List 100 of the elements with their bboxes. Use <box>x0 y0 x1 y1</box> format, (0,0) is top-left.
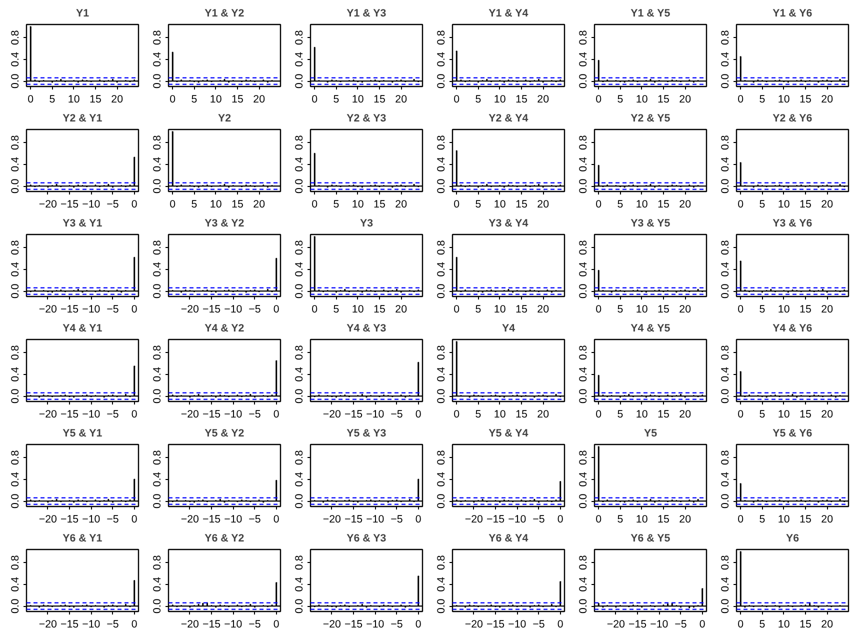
y-tick-label: 0.4 <box>152 156 164 172</box>
x-tick-label: −5 <box>390 408 403 420</box>
y-tick-label: 0.8 <box>436 240 448 255</box>
x-tick-label: 15 <box>800 94 812 106</box>
y-tick-label: 0.8 <box>294 345 306 360</box>
y-tick-label: 0.0 <box>10 74 22 88</box>
x-tick-label: 0 <box>415 618 422 630</box>
y-tick-label: 0.8 <box>10 555 22 570</box>
y-tick-label: 0.4 <box>578 366 590 382</box>
y-tick-label: 0.0 <box>578 494 590 508</box>
x-tick-label: 5 <box>191 94 198 106</box>
x-tick-label: 0 <box>131 198 138 210</box>
x-tick-label: 10 <box>352 198 364 210</box>
x-tick-label: 0 <box>273 408 280 420</box>
y-tick-label: 0.0 <box>436 74 448 88</box>
x-tick-label: −20 <box>38 198 58 210</box>
y-tick-label: 0.0 <box>152 74 164 88</box>
chart-title: Y1 & Y5 <box>630 8 670 20</box>
x-tick-label: −15 <box>60 618 79 630</box>
y-tick-label: 0.4 <box>436 156 448 172</box>
x-tick-label: 5 <box>333 304 340 316</box>
y-tick-label: 0.8 <box>294 135 306 150</box>
y-tick-label: 0.8 <box>152 30 164 45</box>
y-tick-label: 0.4 <box>152 576 164 592</box>
x-tick-label: 5 <box>475 94 482 106</box>
x-tick-label: −20 <box>180 514 200 526</box>
x-tick-label: 20 <box>821 408 834 420</box>
chart-title: Y5 & Y6 <box>772 428 812 440</box>
x-tick-label: −15 <box>202 618 221 630</box>
x-tick-label: 20 <box>679 514 692 526</box>
x-tick-label: −10 <box>82 304 100 316</box>
x-tick-label: −15 <box>60 304 79 316</box>
x-tick-label: 0 <box>596 94 602 106</box>
x-tick-label: −10 <box>508 618 526 630</box>
x-tick-label: 10 <box>778 514 790 526</box>
x-tick-label: 5 <box>759 94 766 106</box>
x-tick-label: 5 <box>475 304 482 316</box>
x-tick-label: −10 <box>366 514 384 526</box>
x-tick-label: −15 <box>202 514 221 526</box>
y-tick-label: 0.8 <box>294 30 306 45</box>
x-tick-label: 20 <box>679 94 692 106</box>
y-tick-label: 0.0 <box>10 388 22 404</box>
chart-title: Y3 <box>360 218 374 230</box>
x-tick-label: 0 <box>28 94 34 106</box>
x-tick-label: 0 <box>454 304 460 316</box>
y-tick-label: 0.8 <box>720 450 732 465</box>
y-tick-label: 0.0 <box>10 178 22 194</box>
x-tick-label: 5 <box>333 94 340 106</box>
x-tick-label: 0 <box>738 408 744 420</box>
y-tick-label: 0.0 <box>294 178 306 194</box>
x-tick-label: −15 <box>628 618 647 630</box>
y-tick-label: 0.8 <box>10 135 22 150</box>
x-tick-label: 5 <box>333 198 340 210</box>
x-tick-label: −15 <box>60 198 79 210</box>
x-tick-label: 10 <box>778 198 790 210</box>
x-tick-label: 20 <box>537 304 550 316</box>
x-tick-label: −10 <box>82 514 100 526</box>
y-tick-label: 0.8 <box>720 240 732 255</box>
y-tick-label: 0.8 <box>10 450 22 465</box>
x-tick-label: −15 <box>344 618 363 630</box>
y-tick-label: 0.8 <box>578 135 590 150</box>
x-tick-label: 0 <box>415 514 422 526</box>
chart-title: Y1 & Y2 <box>204 8 244 20</box>
x-tick-label: 10 <box>778 304 790 316</box>
x-tick-label: 10 <box>352 304 364 316</box>
x-tick-label: 5 <box>759 408 766 420</box>
x-tick-label: 0 <box>312 304 318 316</box>
x-tick-label: 20 <box>821 304 834 316</box>
x-tick-label: −15 <box>344 408 363 420</box>
x-tick-label: −5 <box>390 618 403 630</box>
x-tick-label: 15 <box>800 304 812 316</box>
x-tick-label: 0 <box>596 514 602 526</box>
x-tick-label: −20 <box>38 408 58 420</box>
x-tick-label: −15 <box>60 514 79 526</box>
x-tick-label: −15 <box>486 618 505 630</box>
x-tick-label: 0 <box>557 618 564 630</box>
chart-title: Y6 & Y2 <box>204 532 244 544</box>
y-tick-label: 0.8 <box>578 345 590 360</box>
y-tick-label: 0.0 <box>720 598 732 614</box>
x-tick-label: 0 <box>273 514 280 526</box>
x-tick-label: −20 <box>38 304 58 316</box>
y-tick-label: 0.0 <box>294 494 306 508</box>
y-tick-label: 0.8 <box>152 345 164 360</box>
x-tick-label: −5 <box>390 514 403 526</box>
x-tick-label: 0 <box>273 618 280 630</box>
x-tick-label: 10 <box>68 94 80 106</box>
x-tick-label: 0 <box>312 198 318 210</box>
x-tick-label: 5 <box>617 304 624 316</box>
x-tick-label: 10 <box>210 198 222 210</box>
y-tick-label: 0.8 <box>578 240 590 255</box>
chart-title: Y6 & Y3 <box>346 532 386 544</box>
chart-title: Y4 & Y2 <box>204 322 244 334</box>
y-tick-label: 0.8 <box>152 240 164 255</box>
x-tick-label: 0 <box>738 94 744 106</box>
x-tick-label: −5 <box>248 514 261 526</box>
chart-title: Y2 & Y4 <box>488 112 528 124</box>
chart-title: Y6 & Y1 <box>62 532 102 544</box>
x-tick-label: 5 <box>617 198 624 210</box>
y-tick-label: 0.0 <box>720 494 732 508</box>
x-tick-label: −15 <box>344 514 363 526</box>
